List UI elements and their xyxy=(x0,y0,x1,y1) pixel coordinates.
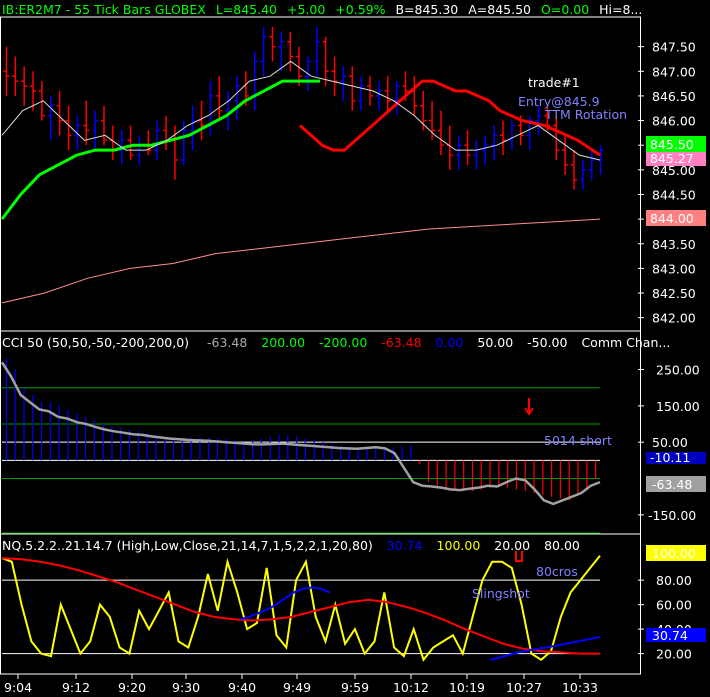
last-price-badge-bg xyxy=(646,136,706,152)
header-last: L=845.40 xyxy=(216,2,277,17)
cci-v2: 200.00 xyxy=(261,335,305,350)
cci-annotation: 5014 short xyxy=(544,433,612,448)
cci-v4: -63.48 xyxy=(381,335,421,350)
header-change: +5.00 xyxy=(287,2,325,17)
slow-badge: 844.00 xyxy=(650,211,694,226)
x-tick-label: 10:27 xyxy=(506,680,542,695)
price-ytick-label: 847.50 xyxy=(652,40,696,55)
entry-label: Entry@845.9 xyxy=(518,94,600,109)
osc-badge-blue: 30.74 xyxy=(652,628,688,643)
header-open: O=0.00 xyxy=(541,2,589,17)
x-tick-label: 9:30 xyxy=(172,680,200,695)
osc-badge-100-bg xyxy=(646,545,706,561)
ma-badge: 845.27 xyxy=(650,151,694,166)
osc-ytick-label: 80.00 xyxy=(656,573,692,588)
cci-v6: 50.00 xyxy=(477,335,513,350)
price-ytick-label: 845.00 xyxy=(652,163,696,178)
axis-labels: 847.50 847.00 846.50 846.00 845.50 845.00 844.… xyxy=(4,40,700,695)
x-tick-label: 10:12 xyxy=(393,680,429,695)
header-bid: B=845.30 xyxy=(395,2,458,17)
cci-line xyxy=(0,361,601,506)
x-tick-label: 9:12 xyxy=(62,680,90,695)
osc-panel-frame xyxy=(0,533,641,675)
header-ask: A=845.50 xyxy=(468,2,531,17)
osc-marker-icon xyxy=(515,551,523,562)
cci-plot xyxy=(0,358,601,534)
cci-v7: -50.00 xyxy=(527,335,567,350)
cci-badge-under: -10.11 xyxy=(650,450,690,465)
osc-red-line xyxy=(1,557,600,655)
cci-badge-bg xyxy=(646,476,706,492)
slow-badge-bg xyxy=(646,210,706,226)
x-tick-label: 9:20 xyxy=(118,680,146,695)
cci-v8: Comm Chan... xyxy=(581,335,670,350)
price-ytick-label: 846.50 xyxy=(652,89,696,104)
cci-badge: -63.48 xyxy=(652,477,692,492)
price-ytick-label: 842.00 xyxy=(652,311,696,326)
osc-v4: 80.00 xyxy=(544,538,580,553)
cci-badge-under-bg xyxy=(646,452,706,464)
rotation-label: TTM Rotation xyxy=(544,107,627,122)
header-symbol: IB:ER2M7 - 55 Tick Bars GLOBEX xyxy=(2,2,206,17)
osc-blue-line-1 xyxy=(239,586,331,621)
osc-badge-blue-bg xyxy=(646,628,706,642)
osc-badge-100: 100.00 xyxy=(652,546,696,561)
x-tick-label: 9:59 xyxy=(341,680,369,695)
osc-v2: 100.00 xyxy=(437,538,481,553)
x-tick-label: 9:49 xyxy=(283,680,311,695)
osc-cros-label: 80cros xyxy=(536,564,578,579)
price-ytick-label: 844.50 xyxy=(652,187,696,202)
price-ma-white xyxy=(1,60,601,161)
last-price-badge: 845.50 xyxy=(650,137,694,152)
osc-title: NQ.5.2.2..21.14.7 (High,Low,Close,21,14,… xyxy=(2,538,373,553)
header-line: IB:ER2M7 - 55 Tick Bars GLOBEX L=845.40 … xyxy=(2,2,642,17)
cci-ytick-label: 250.00 xyxy=(656,363,700,378)
cci-title: CCI 50 (50,50,-50,-200,200,0) xyxy=(2,335,189,350)
osc-ytick-label: 20.00 xyxy=(656,647,692,662)
cci-ytick-label: -150.00 xyxy=(648,508,696,523)
osc-sling-label: Slingshot xyxy=(472,586,530,601)
osc-ytick-label: 60.00 xyxy=(656,598,692,613)
header-high: Hi=8... xyxy=(599,2,642,17)
cci-ytick-label: 150.00 xyxy=(656,399,700,414)
price-ytick-label: 847.00 xyxy=(652,64,696,79)
cci-v3: -200.00 xyxy=(319,335,367,350)
osc-v1: 30.74 xyxy=(387,538,423,553)
price-ytick-label: 843.50 xyxy=(652,237,696,252)
cci-arrow-icon xyxy=(524,398,534,416)
osc-plot xyxy=(1,555,601,662)
cci-ytick-label: 50.00 xyxy=(652,435,688,450)
osc-title-line: NQ.5.2.2..21.14.7 (High,Low,Close,21,14,… xyxy=(2,538,580,553)
cci-title-line: CCI 50 (50,50,-50,-200,200,0) -63.48 200… xyxy=(2,335,670,350)
header-pct: +0.59% xyxy=(335,2,385,17)
x-tick-label: 10:19 xyxy=(449,680,485,695)
price-ytick-label: 846.00 xyxy=(652,114,696,129)
osc-v3: 20.00 xyxy=(494,538,530,553)
x-tick-label: 10:33 xyxy=(562,680,598,695)
price-plot xyxy=(0,26,604,304)
ma-badge-bg xyxy=(646,152,706,166)
osc-yellow-line xyxy=(1,555,601,662)
x-tick-label: 9:40 xyxy=(228,680,256,695)
price-ytick-label: 843.00 xyxy=(652,261,696,276)
cci-v1: -63.48 xyxy=(207,335,247,350)
osc-blue-line-2 xyxy=(489,636,601,661)
price-ema-red xyxy=(299,79,601,157)
cci-v5: 0.00 xyxy=(436,335,464,350)
price-ma-slow xyxy=(1,218,601,304)
trade-label: trade#1 xyxy=(528,75,580,90)
price-ytick-label: 842.50 xyxy=(652,286,696,301)
x-tick-label: 9:04 xyxy=(4,680,32,695)
